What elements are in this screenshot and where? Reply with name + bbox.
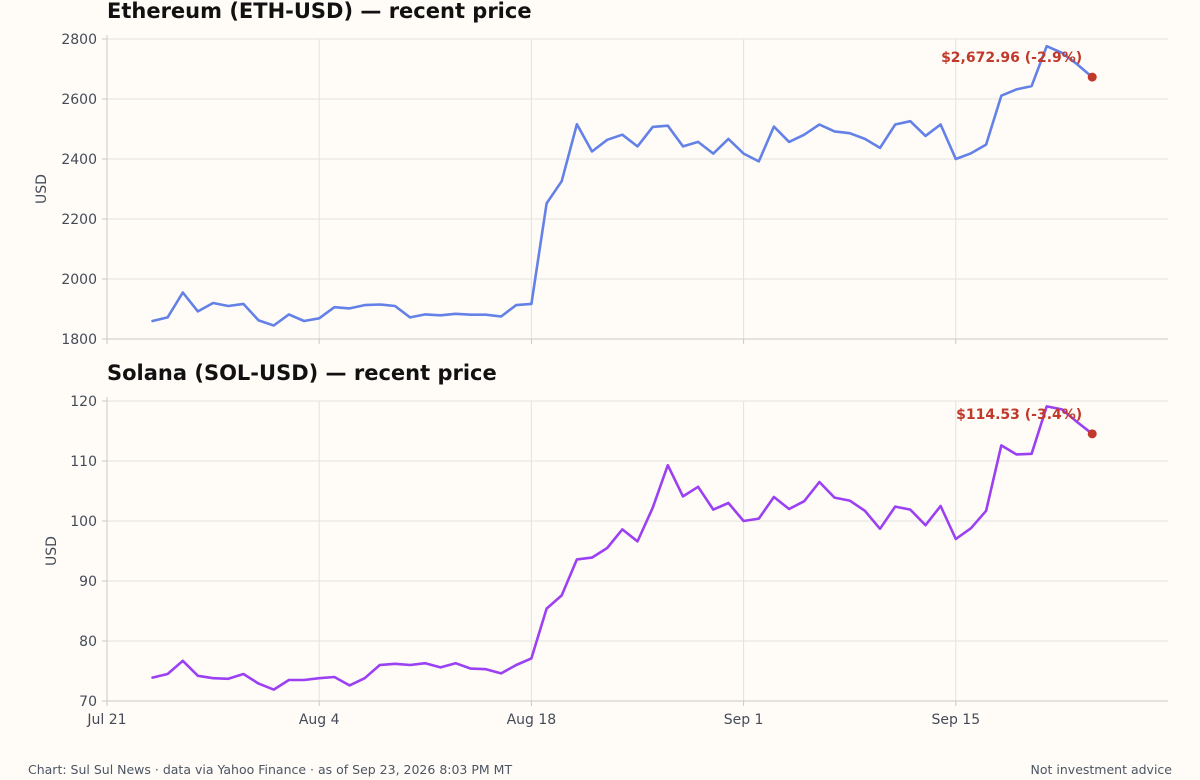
- sol-y-tick-label: 100: [70, 514, 97, 530]
- eth-y-tick-label: 2800: [61, 32, 97, 48]
- sol-last-price-marker: [1087, 429, 1097, 439]
- sol-y-tick-label: 110: [70, 454, 97, 470]
- sol-y-tick-label: 120: [70, 394, 97, 410]
- sol-last-price-annotation: $114.53 (-3.4%): [956, 407, 1082, 423]
- investment-disclaimer: Not investment advice: [1030, 762, 1172, 777]
- sol-y-tick-label: 70: [79, 694, 97, 710]
- sol-y-tick-label: 80: [79, 634, 97, 650]
- sol-y-tick-label: 90: [79, 574, 97, 590]
- eth-y-tick-label: 1800: [61, 332, 97, 348]
- sol-chart-title: Solana (SOL-USD) — recent price: [107, 361, 497, 385]
- sol-price-panel: Solana (SOL-USD) — recent price 70 80 90 100…: [44, 361, 1168, 728]
- sol-x-tick-label: Sep 1: [724, 712, 764, 728]
- sol-x-tick-label: Sep 15: [931, 712, 980, 728]
- eth-y-tick-label: 2400: [61, 152, 97, 168]
- sol-price-line: [151, 405, 1094, 691]
- eth-y-tick-label: 2200: [61, 212, 97, 228]
- eth-last-price-marker: [1087, 72, 1097, 82]
- sol-y-axis-label: USD: [44, 536, 60, 566]
- eth-price-panel: Ethereum (ETH-USD) — recent price 1800 200…: [34, 0, 1168, 348]
- sol-x-tick-label: Aug 18: [507, 712, 557, 728]
- eth-y-axis-label: USD: [34, 174, 50, 204]
- eth-y-tick-label: 2600: [61, 92, 97, 108]
- sol-x-tick-label: Jul 21: [86, 712, 126, 728]
- eth-price-line: [151, 44, 1094, 327]
- eth-last-price-annotation: $2,672.96 (-2.9%): [941, 50, 1082, 66]
- eth-chart-title: Ethereum (ETH-USD) — recent price: [107, 0, 532, 23]
- chart-source-credit: Chart: Sul Sul News · data via Yahoo Fin…: [28, 762, 513, 777]
- eth-y-tick-label: 2000: [61, 272, 97, 288]
- sol-x-tick-label: Aug 4: [299, 712, 340, 728]
